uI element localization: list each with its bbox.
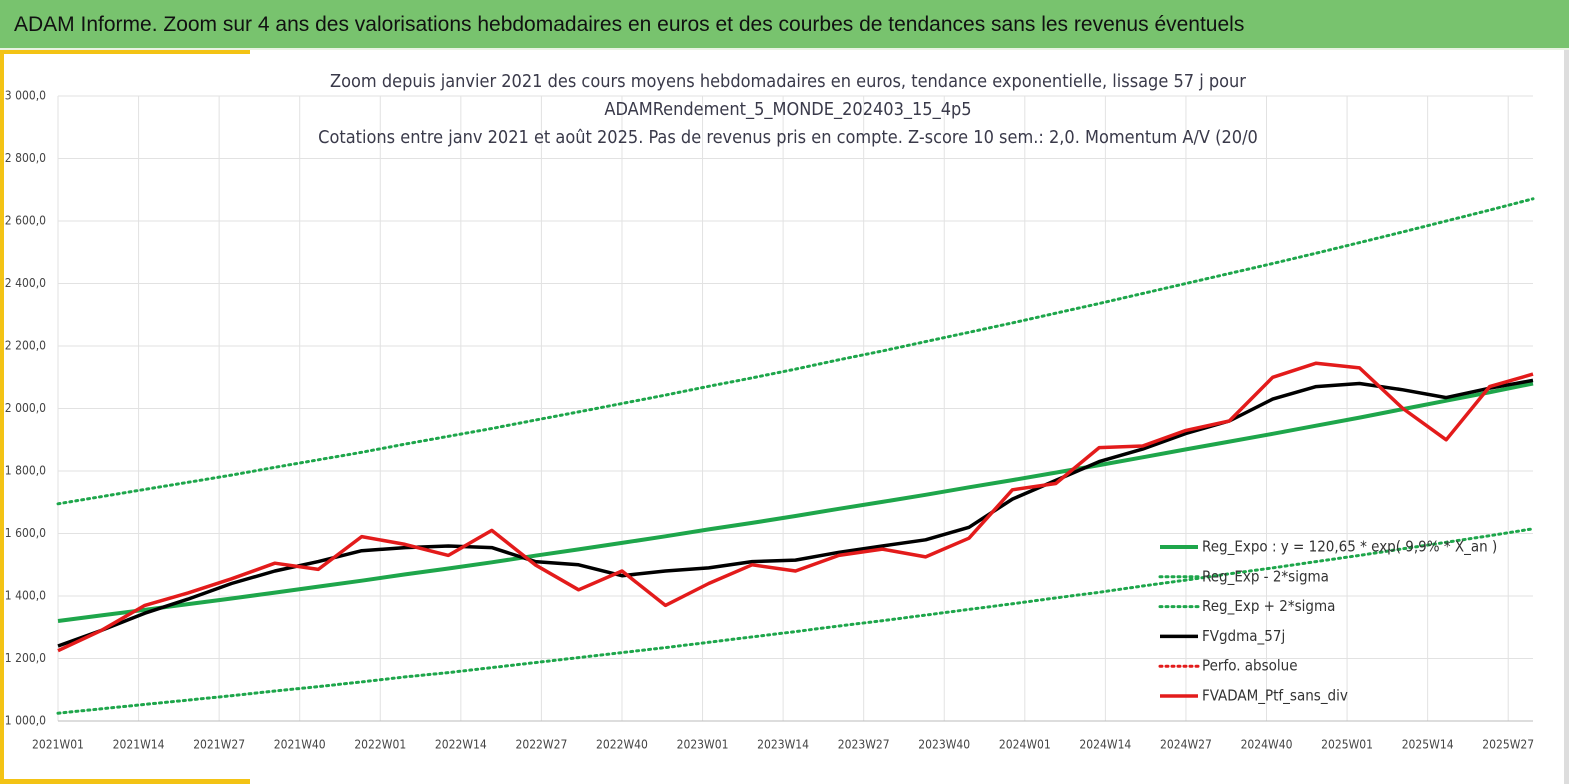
x-tick-label: 2025W01 xyxy=(1321,738,1373,752)
x-tick-label: 2024W27 xyxy=(1160,738,1212,752)
x-tick-label: 2021W40 xyxy=(274,738,326,752)
chart-title: Zoom depuis janvier 2021 des cours moyen… xyxy=(330,71,1246,92)
legend-label: Reg_Exp + 2*sigma xyxy=(1202,597,1335,616)
x-tick-label: 2023W14 xyxy=(757,738,809,752)
y-tick-label: 2 000,0 xyxy=(5,401,46,415)
series-line xyxy=(57,378,1534,648)
series-line xyxy=(57,381,1534,623)
accent xyxy=(4,779,250,784)
series-line xyxy=(57,361,1534,653)
x-tick-label: 2022W27 xyxy=(515,738,567,752)
x-tick-label: 2022W01 xyxy=(354,738,406,752)
legend-label: Reg_Expo : y = 120,65 * exp( 9,9% * X_an… xyxy=(1202,538,1497,557)
y-tick-label: 1 600,0 xyxy=(5,526,46,540)
y-tick-label: 2 600,0 xyxy=(5,214,46,228)
x-tick-label: 2025W14 xyxy=(1402,738,1454,752)
x-tick-label: 2022W14 xyxy=(435,738,487,752)
y-tick-label: 1 400,0 xyxy=(5,589,46,603)
legend-label: Perfo. absolue xyxy=(1202,657,1298,675)
grid xyxy=(57,95,1533,722)
x-tick-label: 2021W27 xyxy=(193,738,245,752)
accent xyxy=(0,50,4,784)
x-tick-label: 2023W01 xyxy=(677,738,729,752)
y-tick-label: 2 400,0 xyxy=(5,276,46,290)
legend-label: FVgdma_57j xyxy=(1202,627,1285,646)
labels: Zoom depuis janvier 2021 des cours moyen… xyxy=(5,71,1534,752)
y-tick-label: 1 200,0 xyxy=(5,651,46,665)
x-tick-label: 2024W40 xyxy=(1241,738,1293,752)
x-tick-label: 2021W01 xyxy=(32,738,84,752)
header: ADAM Informe. Zoom sur 4 ans des valoris… xyxy=(0,0,1569,50)
x-tick-label: 2025W27 xyxy=(1482,738,1534,752)
x-tick-label: 2024W01 xyxy=(999,738,1051,752)
x-tick-label: 2021W14 xyxy=(113,738,165,752)
chart-title: ADAMRendement_5_MONDE_202403_15_4p5 xyxy=(604,99,971,120)
lines xyxy=(56,197,1535,715)
legend-label: Reg_Exp - 2*sigma xyxy=(1202,567,1329,586)
header-title: ADAM Informe. Zoom sur 4 ans des valoris… xyxy=(14,13,1245,36)
x-tick-label: 2023W40 xyxy=(918,738,970,752)
accent xyxy=(4,50,250,54)
y-tick-label: 1 000,0 xyxy=(5,714,46,728)
y-tick-label: 1 800,0 xyxy=(5,464,46,478)
y-tick-label: 3 000,0 xyxy=(5,89,46,103)
chart-title: Cotations entre janv 2021 et août 2025. … xyxy=(318,127,1258,148)
legend-label: FVADAM_Ptf_sans_div xyxy=(1202,687,1348,706)
border xyxy=(1564,50,1569,784)
x-tick-label: 2024W14 xyxy=(1079,738,1131,752)
y-tick-label: 2 800,0 xyxy=(5,151,46,165)
y-tick-label: 2 200,0 xyxy=(5,339,46,353)
series-line xyxy=(56,197,1535,506)
x-tick-label: 2022W40 xyxy=(596,738,648,752)
series-line xyxy=(56,527,1535,715)
x-tick-label: 2023W27 xyxy=(838,738,890,752)
